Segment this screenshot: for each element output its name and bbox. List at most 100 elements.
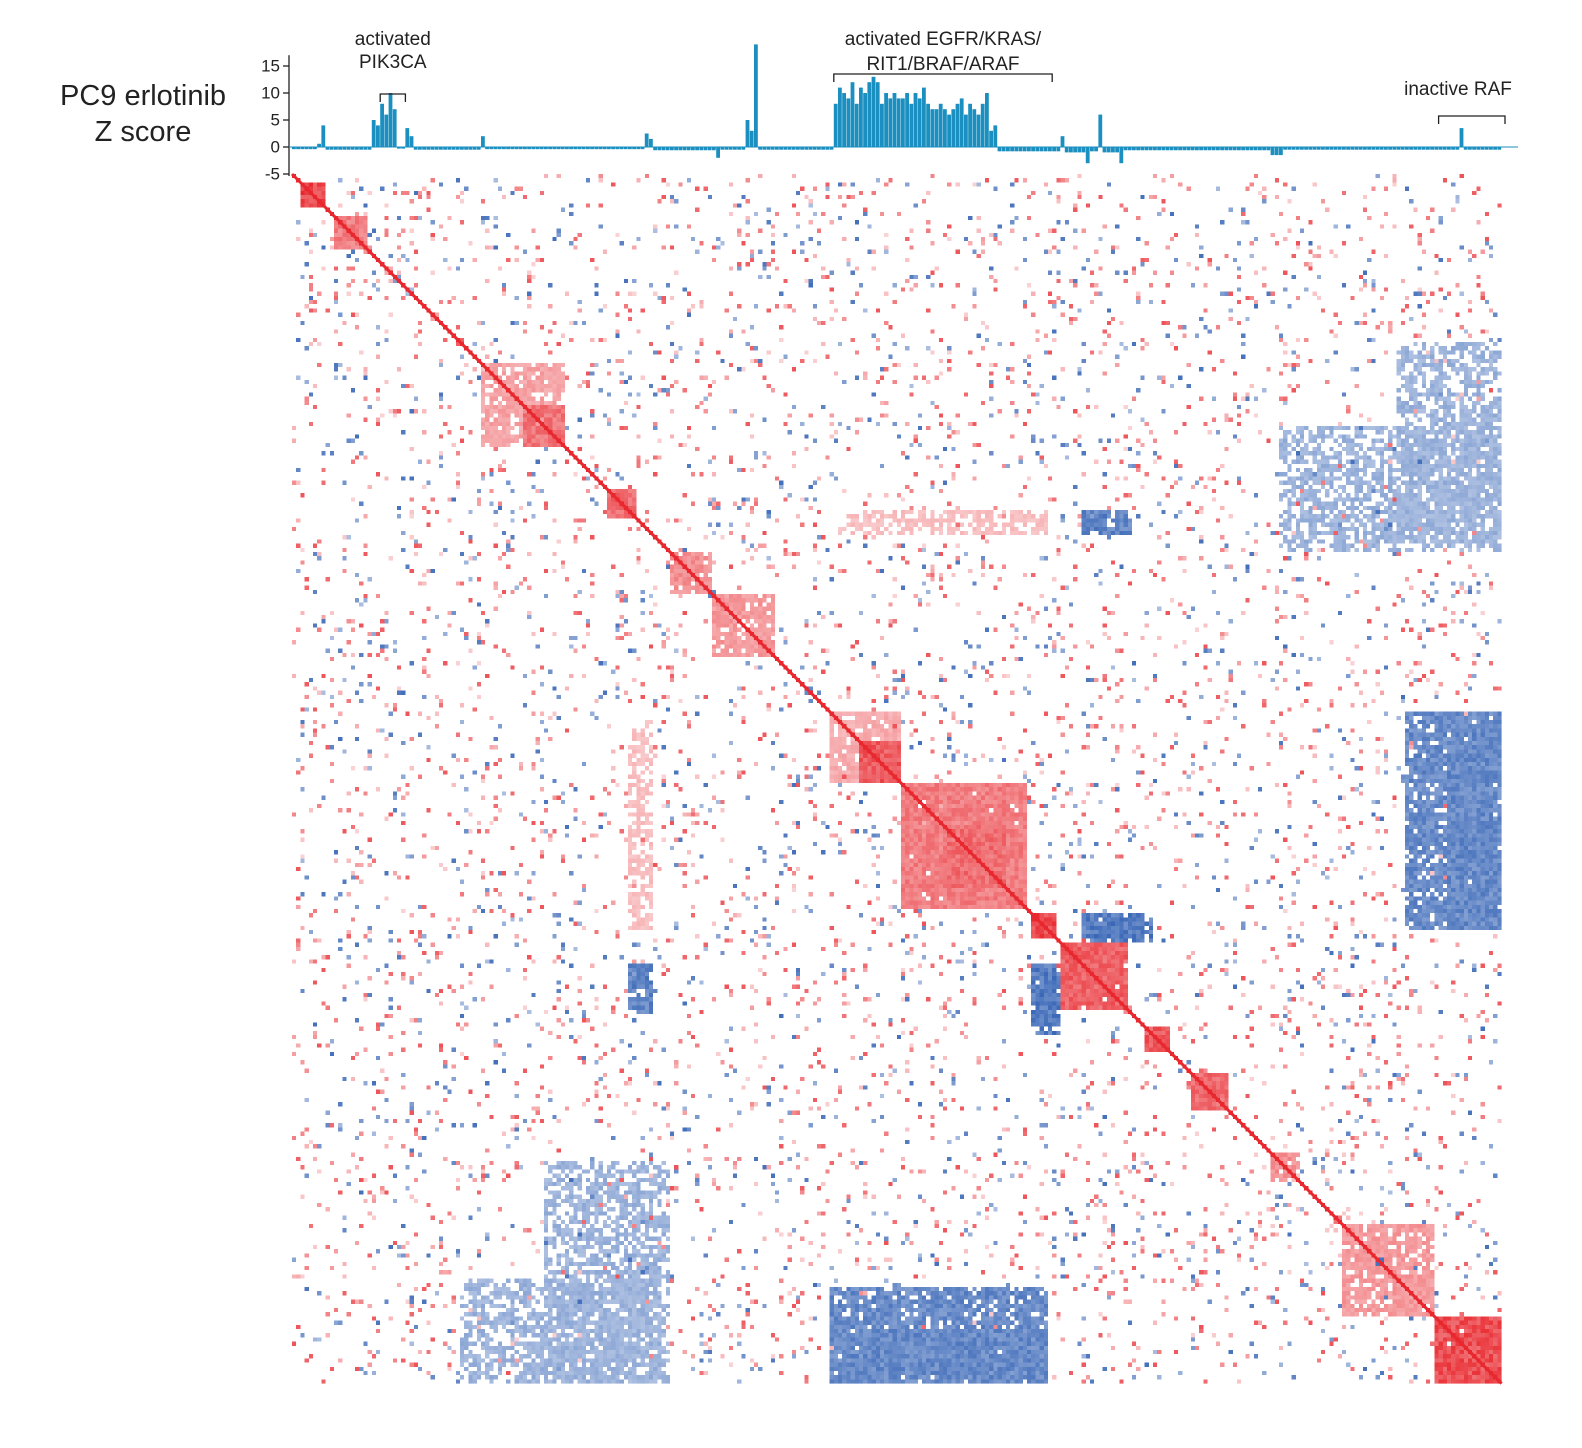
- bar: [367, 147, 372, 150]
- bar: [796, 147, 800, 150]
- bar: [1489, 147, 1493, 150]
- bar: [1031, 147, 1035, 152]
- bar: [733, 147, 737, 150]
- bar: [1169, 147, 1174, 151]
- bar: [468, 147, 473, 150]
- annotation-bracket: [1437, 115, 1506, 124]
- bar: [481, 136, 485, 147]
- bar: [884, 93, 888, 147]
- bar: [1468, 147, 1472, 150]
- bar: [1405, 147, 1409, 150]
- bar: [850, 82, 855, 147]
- bar: [1001, 147, 1006, 152]
- bar-ytick-label: 10: [261, 84, 280, 103]
- bar: [1178, 147, 1182, 151]
- bar: [787, 147, 792, 150]
- bar: [728, 147, 733, 150]
- bar: [405, 128, 410, 147]
- bar: [930, 109, 935, 147]
- bar: [674, 147, 678, 151]
- bar: [1493, 147, 1497, 150]
- bar: [1375, 147, 1380, 150]
- bar: [1174, 147, 1178, 151]
- bar: [665, 147, 670, 151]
- bar: [472, 147, 477, 150]
- bar: [1056, 147, 1061, 152]
- bar: [590, 147, 594, 150]
- bar: [1350, 147, 1355, 150]
- bar: [1413, 147, 1418, 150]
- bar: [1182, 147, 1187, 151]
- bar: [691, 147, 695, 151]
- bar: [1367, 147, 1371, 150]
- bar: [896, 98, 901, 147]
- bar: [1190, 147, 1195, 151]
- bar: [926, 103, 930, 147]
- bar: [670, 147, 674, 151]
- bar: [909, 103, 914, 147]
- bar: [1195, 147, 1199, 151]
- bar: [825, 147, 830, 150]
- bar: [615, 147, 620, 150]
- bar: [1497, 147, 1502, 150]
- bar: [371, 120, 376, 147]
- bar: [653, 147, 657, 151]
- bar: [1018, 147, 1023, 152]
- bar: [875, 82, 880, 147]
- bar: [1426, 147, 1430, 150]
- bar: [334, 147, 338, 150]
- bar: [1321, 147, 1325, 150]
- bar: [766, 147, 771, 150]
- bar: [1043, 147, 1048, 152]
- bar: [1291, 147, 1296, 150]
- bar: [1342, 147, 1346, 150]
- bar: [938, 103, 943, 147]
- bar: [934, 109, 939, 147]
- bar: [833, 103, 838, 147]
- bar: [1048, 147, 1052, 152]
- bar: [1073, 147, 1077, 153]
- bar: [1447, 147, 1451, 150]
- bar: [1253, 147, 1258, 151]
- bar: [325, 147, 330, 150]
- bar: [1304, 147, 1308, 150]
- bar: [1371, 147, 1376, 150]
- bar: [1287, 147, 1292, 150]
- bar: [863, 93, 867, 147]
- heatmap-diagonal-line: [290, 172, 1503, 1385]
- bar: [422, 147, 426, 150]
- bar-ytick-label: 0: [271, 138, 280, 157]
- bar: [1258, 147, 1262, 151]
- bar: [355, 147, 359, 150]
- bar: [1400, 147, 1405, 150]
- bar: [304, 147, 309, 150]
- bar: [434, 147, 439, 150]
- bar: [350, 147, 355, 150]
- bar: [922, 87, 926, 147]
- bar: [363, 147, 368, 150]
- bar: [1123, 147, 1128, 151]
- bar: [1207, 147, 1212, 151]
- bar: [880, 103, 884, 147]
- bar: [321, 125, 326, 147]
- annotation-label: activated EGFR/KRAS/: [845, 29, 1042, 50]
- bar-series: [292, 44, 1502, 164]
- bar: [1106, 147, 1111, 153]
- bar: [1010, 147, 1014, 152]
- bar: [1203, 147, 1208, 151]
- bar: [964, 114, 968, 147]
- bar: [779, 147, 783, 150]
- annotation-label: inactive RAF: [1404, 79, 1512, 100]
- bar: [955, 103, 960, 147]
- bar: [1022, 147, 1027, 152]
- bar: [972, 109, 977, 147]
- bar: [1312, 147, 1317, 150]
- bar: [1153, 147, 1157, 151]
- bar: [770, 147, 775, 150]
- bar: [581, 147, 586, 150]
- bar-ytick-label: 15: [261, 57, 280, 76]
- bar: [1241, 147, 1245, 151]
- bar: [1186, 147, 1191, 151]
- bar: [817, 147, 821, 150]
- bar: [1144, 147, 1149, 151]
